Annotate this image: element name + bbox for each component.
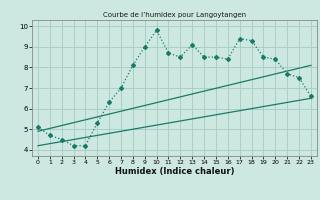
X-axis label: Humidex (Indice chaleur): Humidex (Indice chaleur): [115, 167, 234, 176]
Title: Courbe de l’humidex pour Langoytangen: Courbe de l’humidex pour Langoytangen: [103, 12, 246, 18]
